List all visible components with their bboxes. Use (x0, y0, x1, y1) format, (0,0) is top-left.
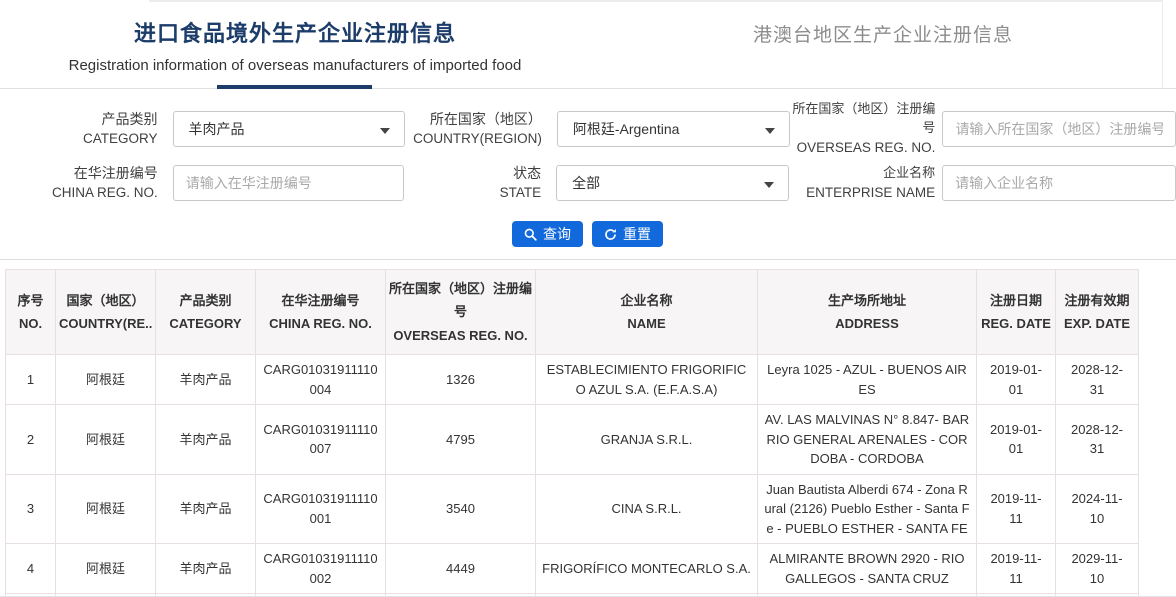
cell-reg-date: 2019-01-01 (976, 354, 1056, 406)
overseas-reg-no-input[interactable] (942, 111, 1176, 147)
cell-no: 2 (5, 404, 56, 475)
cell-address: Leyra 1025 - AZUL - BUENOS AIRES (757, 354, 977, 406)
enterprise-name-input[interactable] (942, 165, 1176, 201)
cell-name: ESTABLECIMIENTO FRIGORIFICO AZUL S.A. (E… (535, 354, 758, 406)
col-header-exp-date: 注册有效期 EXP. DATE (1055, 268, 1139, 356)
col-header-name: 企业名称 NAME (535, 268, 758, 356)
cell-category: 羊肉产品 (155, 543, 256, 595)
col-header-no: 序号 NO. (5, 268, 56, 356)
cell-overseas-reg-no: 1326 (385, 354, 536, 406)
cell-reg-date: 2019-01-01 (976, 404, 1056, 475)
cell-country: 阿根廷 (55, 473, 156, 545)
form-table-divider (0, 259, 1176, 260)
search-button[interactable]: 查询 (512, 221, 583, 247)
cell-exp-date: 2024-11-10 (1055, 473, 1139, 545)
search-form: 产品类别 CATEGORY 羊肉产品 所在国家（地区） COUNTRY(REGI… (0, 101, 1176, 247)
table-row[interactable]: 2 阿根廷 羊肉产品 CARG01031911110007 4795 GRANJ… (5, 404, 1139, 475)
col-header-reg-date: 注册日期 REG. DATE (976, 268, 1056, 356)
cell-overseas-reg-no: 3540 (385, 473, 536, 545)
col-header-category: 产品类别 CATEGORY (155, 268, 256, 356)
category-label: 产品类别 CATEGORY (83, 111, 158, 147)
cell-no: 1 (5, 354, 56, 406)
cell-reg-date: 2019-11-11 (976, 473, 1056, 545)
china-reg-no-input[interactable] (172, 165, 404, 201)
col-header-china-reg-no: 在华注册编号 CHINA REG. NO. (255, 268, 386, 356)
cell-china-reg-no: CARG01031911110001 (255, 473, 386, 545)
cell-overseas-reg-no: 4795 (385, 404, 536, 475)
cell-reg-date: 2019-11-11 (976, 543, 1056, 595)
reset-button[interactable]: 重置 (592, 221, 663, 247)
page-title: 进口食品境外生产企业注册信息 (133, 21, 456, 46)
country-select-value: 阿根廷-Argentina (572, 121, 680, 137)
tab-underline-track (0, 88, 1176, 89)
category-select[interactable]: 羊肉产品 (172, 111, 405, 147)
page-subtitle: Registration information of overseas man… (68, 57, 522, 74)
search-icon (524, 228, 537, 241)
cell-no: 3 (5, 473, 56, 545)
chevron-down-icon (379, 128, 390, 134)
search-button-label: 查询 (543, 226, 571, 242)
reset-button-label: 重置 (623, 226, 651, 242)
cell-name: CINA S.R.L. (535, 473, 758, 545)
state-select-value: 全部 (572, 175, 601, 191)
results-table: 序号 NO. 国家（地区） COUNTRY(RE... 产品类别 CATEGORY 在… (5, 268, 1139, 596)
cell-category: 羊肉产品 (155, 473, 256, 545)
cell-name: GRANJA S.R.L. (535, 404, 758, 475)
cell-address: AV. LAS MALVINAS N° 8.847- BARRIO GENERA… (757, 404, 977, 475)
table-row[interactable]: 4 阿根廷 羊肉产品 CARG01031911110002 4449 FRIGO… (5, 543, 1139, 595)
tabbar-top-border (149, 0, 1163, 2)
col-header-address: 生产场所地址 ADDRESS (757, 268, 977, 356)
tabbar-right-border (1162, 0, 1163, 88)
china-reg-no-label: 在华注册编号 CHINA REG. NO. (51, 165, 158, 201)
cell-exp-date: 2029-11-10 (1055, 543, 1139, 595)
cell-address: ALMIRANTE BROWN 2920 - RIO GALLEGOS - SA… (757, 543, 977, 595)
table-row[interactable]: 3 阿根廷 羊肉产品 CARG01031911110001 3540 CINA … (5, 473, 1139, 545)
active-tab-indicator (217, 85, 372, 89)
state-select[interactable]: 全部 (556, 165, 790, 201)
header: 进口食品境外生产企业注册信息 Registration information … (0, 0, 1176, 89)
cell-address: Juan Bautista Alberdi 674 - Zona Rural (… (757, 473, 977, 545)
country-select[interactable]: 阿根廷-Argentina (556, 111, 790, 147)
category-select-value: 羊肉产品 (188, 121, 245, 137)
cell-china-reg-no: CARG01031911110007 (255, 404, 386, 475)
cell-overseas-reg-no: 4449 (385, 543, 536, 595)
cell-exp-date: 2028-12-31 (1055, 354, 1139, 406)
cell-name: FRIGORÍFICO MONTECARLO S.A. (535, 543, 758, 595)
cell-exp-date: 2029-11-10 (1055, 593, 1139, 596)
cell-china-reg-no: CARG01031911110004 (255, 354, 386, 406)
cell-china-reg-no: CARG01031911110002 (255, 543, 386, 595)
col-header-overseas-reg-no: 所在国家（地区）注册编号 OVERSEAS REG. NO. (385, 268, 536, 356)
chevron-down-icon (764, 182, 775, 188)
results-table-container: 序号 NO. 国家（地区） COUNTRY(RE... 产品类别 CATEGORY 在… (5, 268, 1139, 596)
inactive-tab-title: 港澳台地区生产企业注册信息 (752, 25, 1013, 46)
cell-country: 阿根廷 (55, 543, 156, 595)
state-label: 状态 STATE (499, 165, 542, 201)
country-label: 所在国家（地区） COUNTRY(REGION) (413, 111, 542, 147)
refresh-icon (604, 228, 617, 241)
table-header-row: 序号 NO. 国家（地区） COUNTRY(RE... 产品类别 CATEGORY 在… (5, 268, 1139, 356)
tab-hk-macao-taiwan-registration[interactable]: 港澳台地区生产企业注册信息 (590, 0, 1176, 89)
table-row[interactable]: 5 阿根廷 羊肉产品 CARG01031911110003 4704 M. DO… (5, 593, 1139, 596)
table-row[interactable]: 1 阿根廷 羊肉产品 CARG01031911110004 1326 ESTAB… (5, 354, 1139, 406)
tab-overseas-registration[interactable]: 进口食品境外生产企业注册信息 Registration information … (0, 0, 590, 89)
cell-category: 羊肉产品 (155, 354, 256, 406)
cell-country: 阿根廷 (55, 404, 156, 475)
cell-no: 4 (5, 543, 56, 595)
cell-exp-date: 2028-12-31 (1055, 404, 1139, 475)
enterprise-name-label: 企业名称 ENTERPRISE NAME (806, 164, 936, 200)
col-header-country: 国家（地区） COUNTRY(RE... (55, 268, 156, 356)
cell-country: 阿根廷 (55, 354, 156, 406)
chevron-down-icon (764, 128, 775, 134)
cell-category: 羊肉产品 (155, 404, 256, 475)
overseas-reg-no-label: 所在国家（地区）注册编号 OVERSEAS REG. NO. (792, 101, 936, 156)
